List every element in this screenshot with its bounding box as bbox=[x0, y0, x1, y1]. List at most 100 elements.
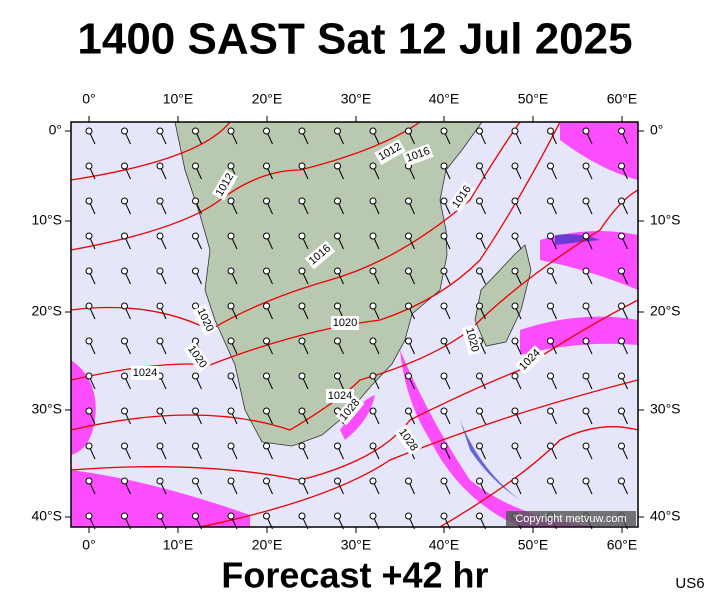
station bbox=[192, 512, 199, 520]
lat-label-right: 10°S bbox=[650, 212, 681, 228]
station bbox=[618, 267, 625, 275]
station bbox=[618, 127, 625, 135]
station bbox=[121, 337, 128, 345]
station bbox=[298, 267, 306, 275]
isobar-value: 1020 bbox=[333, 317, 357, 329]
station bbox=[192, 232, 199, 240]
station bbox=[582, 197, 590, 205]
station bbox=[156, 337, 164, 345]
station bbox=[547, 407, 554, 415]
lon-label-bottom: 40°E bbox=[429, 537, 460, 553]
station bbox=[227, 337, 235, 345]
lon-label-bottom: 50°E bbox=[518, 537, 549, 553]
station bbox=[334, 162, 341, 170]
lon-label-top: 60°E bbox=[607, 91, 638, 107]
station bbox=[263, 512, 270, 520]
station bbox=[476, 197, 483, 205]
station bbox=[582, 477, 590, 485]
station bbox=[440, 512, 448, 520]
station bbox=[582, 162, 590, 170]
station bbox=[476, 512, 483, 520]
station bbox=[85, 372, 93, 380]
station bbox=[547, 337, 554, 345]
station bbox=[369, 232, 377, 240]
station bbox=[121, 512, 128, 520]
station bbox=[85, 197, 93, 205]
station bbox=[298, 477, 306, 485]
isobar-label-box bbox=[326, 389, 354, 403]
lon-label-bottom: 30°E bbox=[341, 537, 372, 553]
lon-label-bottom: 0° bbox=[82, 537, 95, 553]
station bbox=[263, 302, 270, 310]
station bbox=[192, 442, 199, 450]
station bbox=[405, 267, 412, 275]
isobar-label-box bbox=[304, 240, 336, 270]
station bbox=[85, 162, 93, 170]
station bbox=[511, 127, 519, 135]
station bbox=[156, 267, 164, 275]
station bbox=[369, 372, 377, 380]
station bbox=[405, 337, 412, 345]
station bbox=[618, 232, 625, 240]
station bbox=[298, 372, 306, 380]
isobar-label-box bbox=[402, 143, 434, 167]
lat-label-right: 40°S bbox=[650, 508, 681, 524]
station bbox=[334, 442, 341, 450]
station bbox=[121, 407, 128, 415]
station bbox=[192, 127, 199, 135]
station bbox=[334, 477, 341, 485]
station bbox=[298, 232, 306, 240]
station bbox=[369, 512, 377, 520]
lat-label-left: 40°S bbox=[31, 508, 62, 524]
station bbox=[298, 442, 306, 450]
station bbox=[369, 477, 377, 485]
station bbox=[511, 407, 519, 415]
station bbox=[440, 232, 448, 240]
station bbox=[511, 477, 519, 485]
isobar-label-box bbox=[331, 316, 359, 330]
station bbox=[156, 407, 164, 415]
rain-areas bbox=[71, 122, 638, 527]
station bbox=[440, 267, 448, 275]
lat-label-left: 0° bbox=[49, 122, 62, 138]
station bbox=[511, 162, 519, 170]
station bbox=[263, 477, 270, 485]
station bbox=[618, 197, 625, 205]
station bbox=[582, 267, 590, 275]
station bbox=[334, 197, 341, 205]
wind-stations bbox=[85, 127, 628, 530]
station bbox=[227, 127, 235, 135]
station bbox=[263, 337, 270, 345]
station bbox=[369, 337, 377, 345]
station bbox=[227, 162, 235, 170]
station bbox=[121, 127, 128, 135]
station bbox=[227, 372, 235, 380]
isobar-label-box bbox=[374, 138, 406, 166]
station bbox=[547, 197, 554, 205]
station bbox=[547, 232, 554, 240]
station bbox=[263, 127, 270, 135]
station bbox=[192, 197, 199, 205]
station bbox=[156, 162, 164, 170]
station bbox=[476, 232, 483, 240]
station bbox=[192, 372, 199, 380]
station bbox=[582, 127, 590, 135]
station bbox=[547, 372, 554, 380]
station bbox=[121, 267, 128, 275]
station bbox=[582, 442, 590, 450]
station bbox=[227, 197, 235, 205]
station bbox=[334, 267, 341, 275]
station bbox=[192, 267, 199, 275]
station bbox=[156, 127, 164, 135]
station bbox=[227, 477, 235, 485]
station bbox=[85, 442, 93, 450]
station bbox=[334, 127, 341, 135]
station bbox=[476, 302, 483, 310]
station bbox=[121, 197, 128, 205]
lat-label-left: 30°S bbox=[31, 401, 62, 417]
isobar-value: 1024 bbox=[328, 390, 352, 402]
station bbox=[369, 302, 377, 310]
station bbox=[227, 512, 235, 520]
station bbox=[511, 442, 519, 450]
lat-label-left: 10°S bbox=[31, 212, 62, 228]
